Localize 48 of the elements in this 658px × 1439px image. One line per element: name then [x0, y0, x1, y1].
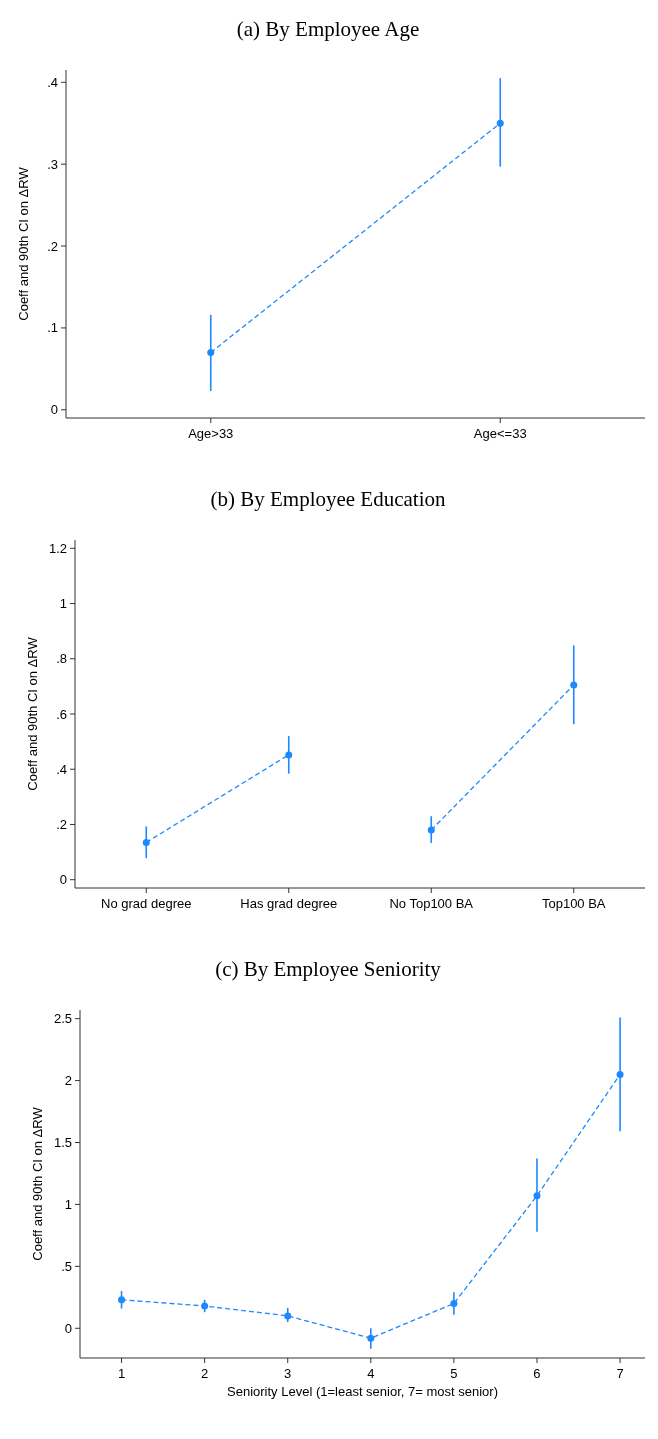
y-tick-label: .1: [47, 320, 58, 336]
chart-title: (a) By Employee Age: [236, 17, 420, 41]
y-tick-label: .2: [56, 817, 67, 833]
y-tick-label: 2.5: [53, 1011, 72, 1027]
chart-title: (c) By Employee Seniority: [215, 957, 442, 981]
y-tick-label: 1: [64, 1196, 72, 1212]
x-tick-label: 6: [533, 1366, 541, 1381]
point: [285, 751, 293, 759]
x-tick-label: Age>33: [188, 426, 234, 441]
chart-title: (b) By Employee Education: [210, 487, 446, 511]
y-tick-label: .2: [47, 238, 58, 254]
x-tick-label: No grad degree: [101, 896, 192, 911]
y-tick-label: 0: [59, 872, 67, 888]
y-tick-label: .4: [56, 761, 67, 777]
point: [367, 1334, 375, 1342]
x-tick-label: 4: [367, 1366, 375, 1381]
y-axis-title: Coeff and 90th CI on ΔRW: [25, 636, 40, 791]
y-tick-label: .8: [56, 651, 67, 667]
y-tick-label: .5: [61, 1258, 72, 1274]
x-tick-label: No Top100 BA: [389, 896, 474, 911]
point: [118, 1296, 126, 1304]
point: [284, 1312, 292, 1320]
point: [616, 1070, 624, 1078]
point: [427, 826, 435, 834]
point: [142, 838, 150, 846]
x-tick-label: 7: [616, 1366, 624, 1381]
y-tick-label: 1.2: [48, 540, 67, 556]
point: [450, 1300, 458, 1308]
y-tick-label: 0: [50, 402, 58, 418]
y-axis-title: Coeff and 90th CI on ΔRW: [16, 166, 31, 321]
y-tick-label: 1.5: [53, 1135, 72, 1151]
x-tick-label: 3: [284, 1366, 292, 1381]
y-tick-label: 2: [64, 1073, 72, 1089]
y-tick-label: .4: [47, 74, 58, 90]
y-tick-label: 1: [59, 596, 67, 612]
x-tick-label: 2: [201, 1366, 209, 1381]
y-tick-label: .3: [47, 156, 58, 172]
y-axis-title: Coeff and 90th CI on ΔRW: [30, 1106, 45, 1261]
x-tick-label: Has grad degree: [240, 896, 338, 911]
y-tick-label: 0: [64, 1320, 72, 1336]
x-tick-label: Top100 BA: [541, 896, 606, 911]
point: [533, 1192, 541, 1200]
x-axis-title: Seniority Level (1=least senior, 7= most senior): [227, 1384, 498, 1399]
x-tick-label: Age<=33: [473, 426, 527, 441]
y-tick-label: .6: [56, 706, 67, 722]
x-tick-label: 1: [117, 1366, 126, 1381]
x-tick-label: 5: [450, 1366, 458, 1381]
point: [570, 681, 578, 689]
